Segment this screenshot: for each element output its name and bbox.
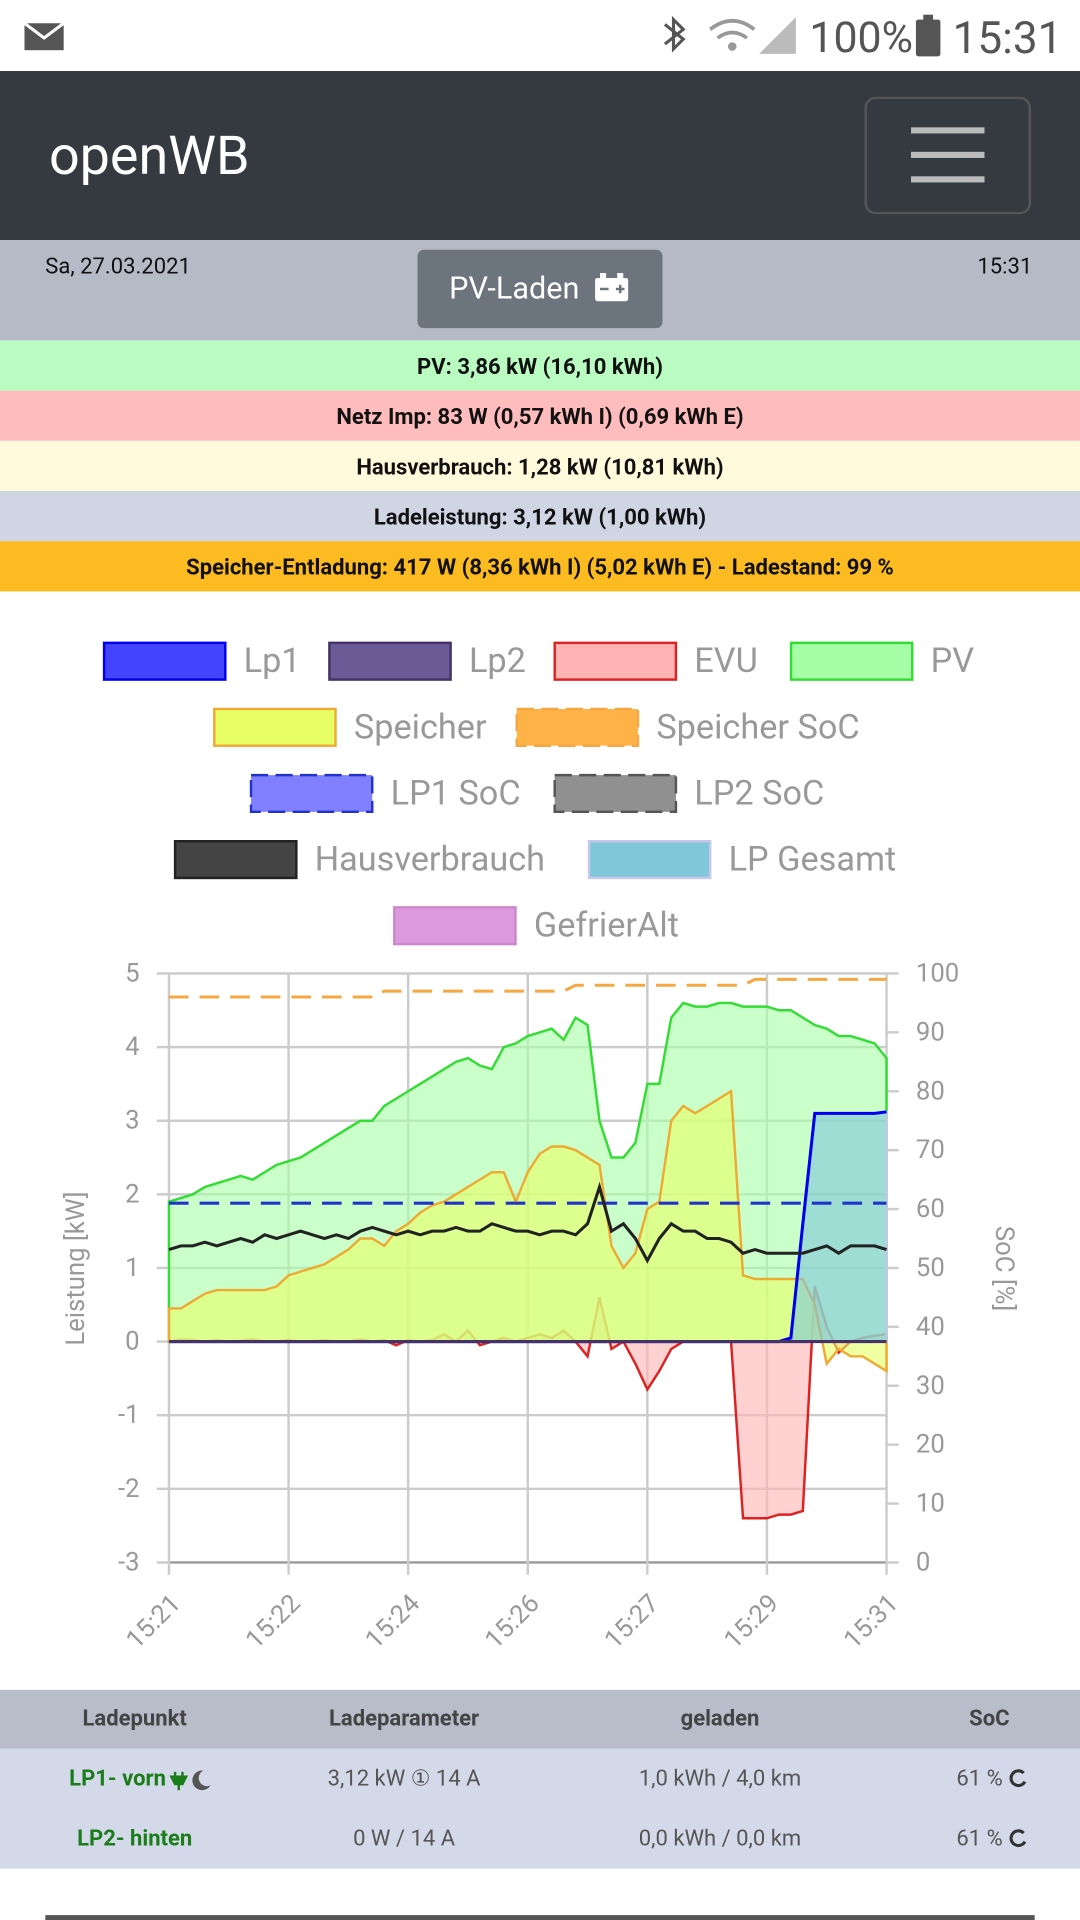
signal-icon (759, 17, 796, 54)
plug-icon (169, 1771, 189, 1791)
y2-tick-label: 0 (916, 1547, 930, 1577)
y-tick-label: 2 (125, 1179, 139, 1209)
x-tick-label: 15:29 (718, 1589, 784, 1655)
app-title: openWB (49, 125, 250, 188)
status-bar (0, 0, 1080, 72)
x-tick-label: 15:21 (120, 1589, 186, 1655)
y2-tick-label: 20 (916, 1430, 945, 1460)
lp-name[interactable]: LP1- vorn (69, 1767, 166, 1792)
table-body (0, 1748, 1080, 1869)
legend-label: Lp1 (244, 641, 301, 681)
y2-tick-label: 50 (916, 1253, 945, 1283)
y2-tick-label: 40 (916, 1312, 945, 1342)
td: 3,12 kW ① 14 A (328, 1767, 482, 1792)
mail-icon (23, 22, 65, 51)
y2-tick-label: 10 (916, 1489, 945, 1519)
clock: 15:31 (953, 12, 1063, 64)
legend-swatch (393, 906, 517, 946)
y2-tick-label: 80 (916, 1076, 945, 1106)
legend-swatch (249, 773, 374, 814)
mode-label: PV-Laden (449, 271, 579, 306)
th: Ladeparameter (329, 1707, 479, 1732)
td: 1,0 kWh / 4,0 km (639, 1767, 801, 1792)
wifi-icon (709, 18, 756, 51)
legend-swatch (328, 641, 452, 681)
y-tick-label: 1 (125, 1253, 139, 1283)
td: 61 % (956, 1767, 1002, 1792)
x-tick-label: 15:31 (838, 1589, 904, 1655)
th: SoC (969, 1707, 1009, 1732)
legend-label: LP2 SoC (694, 773, 824, 813)
td: 0 W / 14 A (353, 1827, 456, 1852)
charge-row (0, 491, 1080, 542)
y2-tick-label: 60 (916, 1194, 945, 1224)
house-row (0, 440, 1080, 492)
menu-button[interactable] (864, 96, 1032, 215)
lp-name[interactable]: LP2- hinten (77, 1827, 192, 1852)
legend-swatch (102, 641, 227, 681)
legend-label: Speicher SoC (656, 707, 859, 747)
y2-axis-title: SoC [%] (989, 1226, 1019, 1311)
legend-swatch (173, 840, 298, 880)
mode-button[interactable]: PV-Laden (417, 249, 663, 329)
y-tick-label: 5 (125, 958, 139, 988)
x-tick-label: 15:27 (599, 1589, 665, 1655)
battery-icon (915, 14, 941, 57)
legend-label: Hausverbrauch (315, 840, 545, 880)
y-tick-label: -2 (118, 1474, 140, 1504)
divider (45, 1915, 1035, 1920)
grid-text: Netz Imp: 83 W (0,57 kWh I) (0,69 kWh E) (336, 405, 743, 430)
storage-row (0, 541, 1080, 592)
legend-label: EVU (694, 641, 758, 681)
th: Ladepunkt (83, 1707, 188, 1732)
pv-row (0, 340, 1080, 391)
legend-swatch (587, 840, 712, 880)
grid-row (0, 390, 1080, 441)
td: 61 % (956, 1827, 1002, 1852)
refresh-icon[interactable] (1009, 1829, 1027, 1848)
legend-label: Lp2 (469, 641, 526, 681)
th: geladen (681, 1707, 760, 1732)
x-tick-label: 15:24 (360, 1589, 426, 1655)
line (168, 1181, 887, 1264)
battery-percent: 100% (809, 13, 913, 63)
bluetooth-icon (663, 15, 686, 53)
y-tick-label: -3 (118, 1547, 140, 1577)
pv-text: PV: 3,86 kW (16,10 kWh) (417, 355, 663, 380)
y-tick-label: -1 (118, 1400, 140, 1430)
time: 15:31 (977, 254, 1032, 279)
legend-swatch (515, 707, 640, 747)
x-tick-label: 15:22 (240, 1589, 306, 1655)
y-tick-label: 3 (125, 1106, 139, 1136)
td: 0,0 kWh / 0,0 km (639, 1827, 801, 1852)
date: Sa, 27.03.2021 (45, 254, 191, 279)
legend-label: GefrierAlt (534, 906, 679, 946)
y-tick-label: 0 (125, 1327, 139, 1357)
moon-icon (192, 1770, 211, 1791)
charge-text: Ladeleistung: 3,12 kW (1,00 kWh) (374, 505, 706, 530)
legend-swatch (553, 641, 678, 681)
plot: Lp1 Lp2 EVU PV Speicher Speicher SoC LP1 SoC LP… (102, 641, 975, 1655)
y2-tick-label: 100 (916, 958, 959, 988)
legend-label: PV (931, 641, 975, 681)
x-tick-label: 15:26 (479, 1589, 545, 1655)
house-text: Hausverbrauch: 1,28 kW (10,81 kWh) (356, 455, 723, 480)
legend-swatch (789, 641, 914, 681)
legend-label: Speicher (354, 707, 487, 747)
y2-tick-label: 70 (916, 1135, 945, 1165)
y-tick-label: 4 (125, 1032, 139, 1062)
storage-text: Speicher-Entladung: 417 W (8,36 kWh I) (… (186, 556, 894, 581)
y2-tick-label: 90 (916, 1017, 945, 1047)
refresh-icon[interactable] (1009, 1769, 1027, 1788)
legend-label: LP1 SoC (391, 773, 521, 813)
legend-label: LP Gesamt (729, 840, 897, 880)
legend-swatch (213, 707, 337, 747)
y-axis-title: Leistung [kW] (61, 1191, 91, 1345)
legend-swatch (553, 773, 678, 814)
table-header (0, 1689, 1080, 1749)
y2-tick-label: 30 (916, 1371, 945, 1401)
